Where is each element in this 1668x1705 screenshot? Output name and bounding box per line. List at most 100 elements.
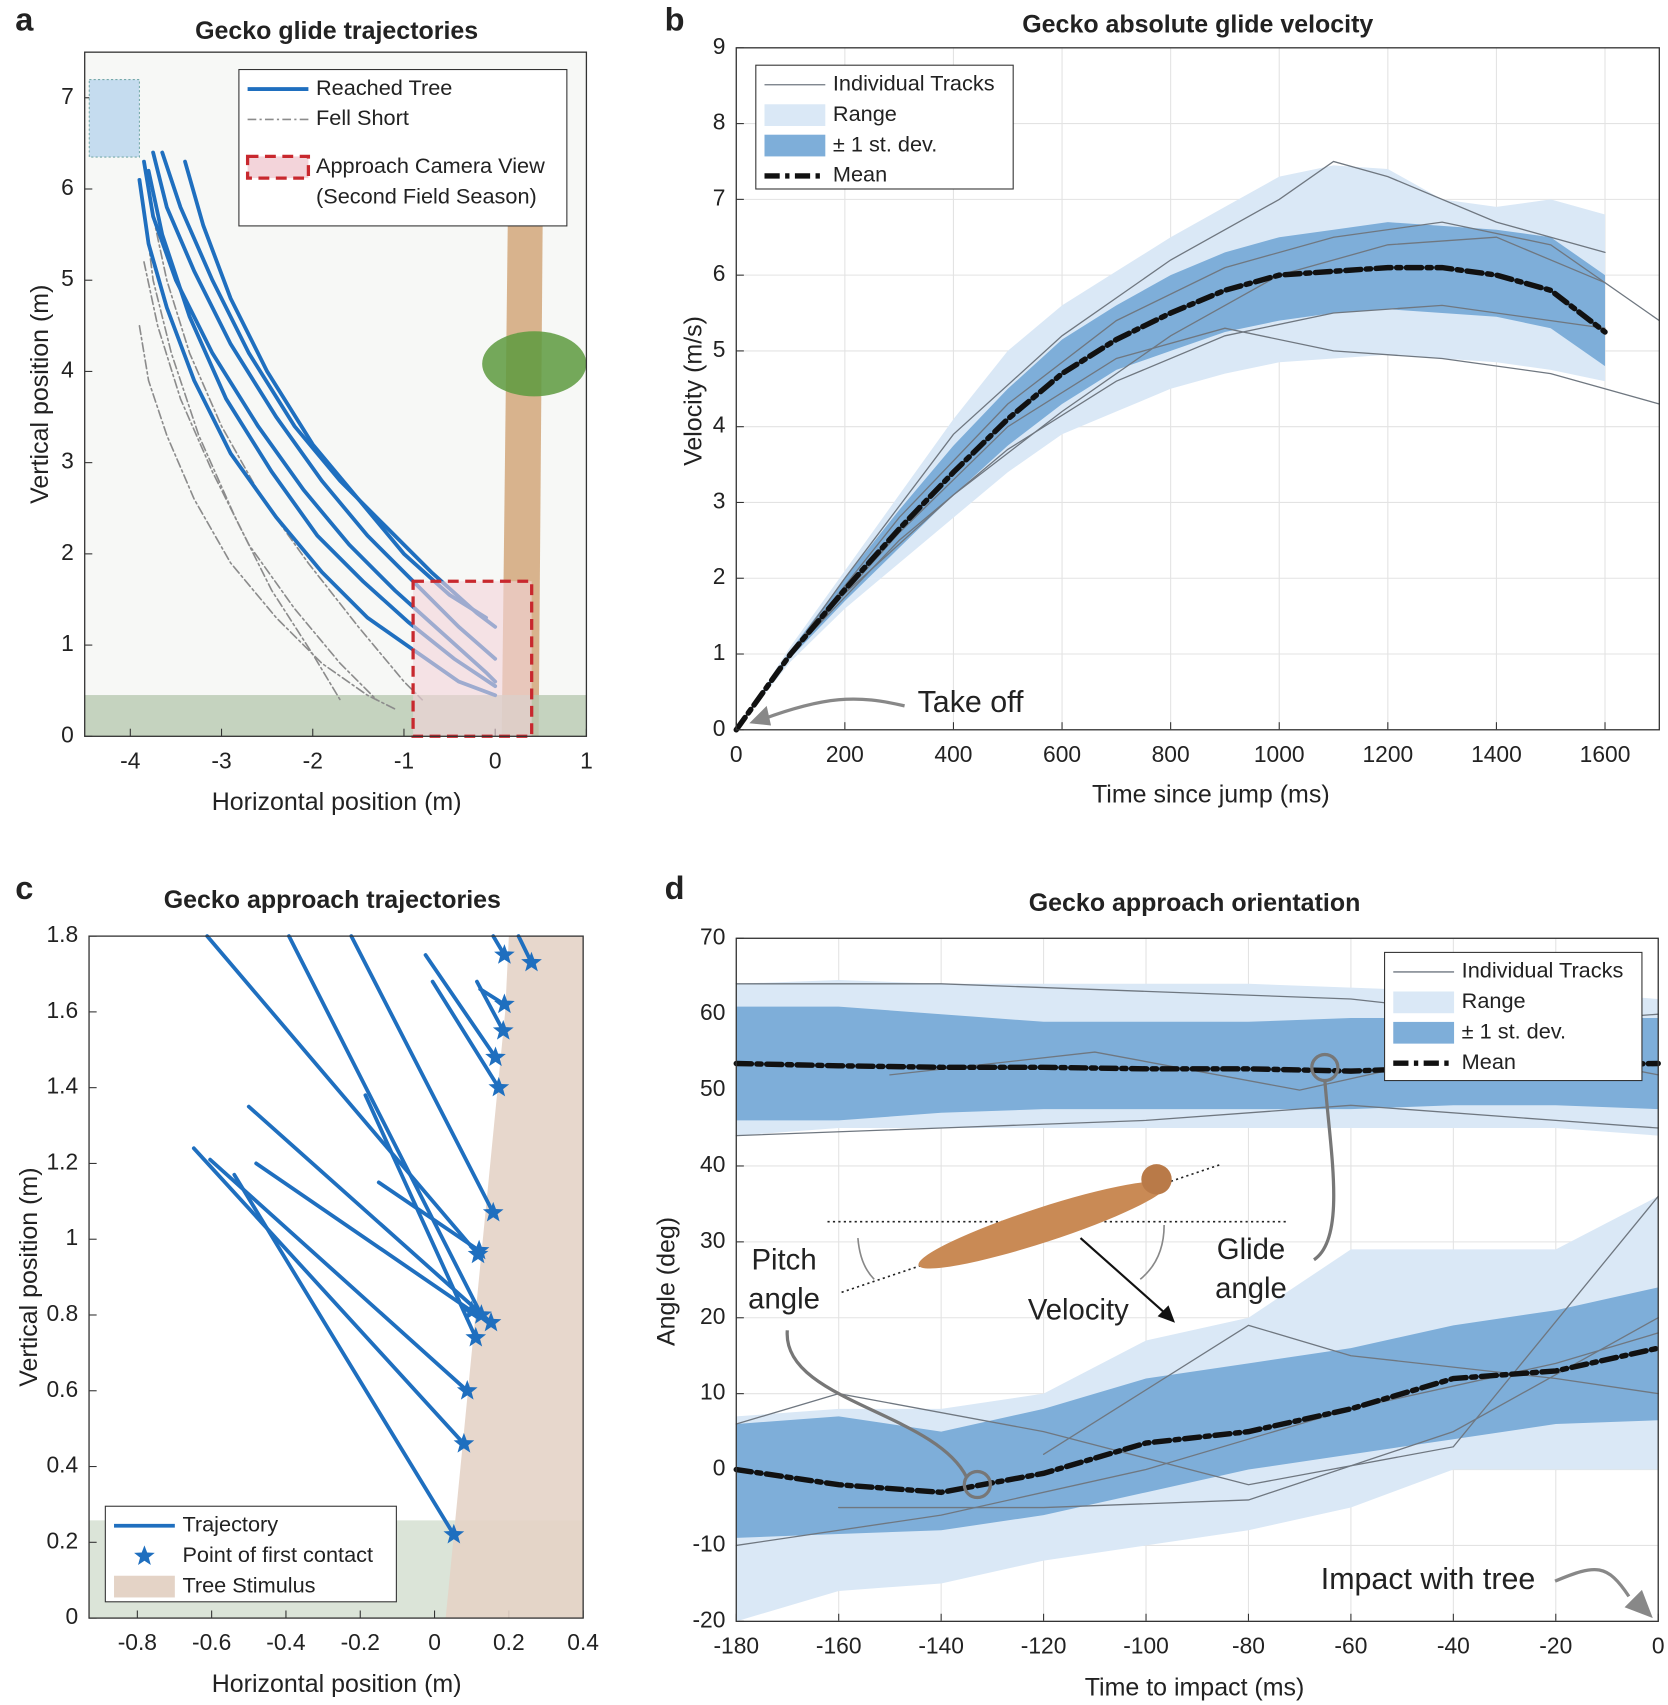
x-tick-label: -1 xyxy=(394,747,414,773)
x-tick-label: 0 xyxy=(428,1629,441,1655)
legend-label: Trajectory xyxy=(182,1512,278,1537)
y-tick-label: 3 xyxy=(713,487,726,513)
gecko-head xyxy=(1141,1164,1172,1195)
contact-star xyxy=(443,1523,465,1544)
y-tick-label: 4 xyxy=(61,356,74,382)
y-tick-label: 0.2 xyxy=(46,1527,78,1553)
x-tick-label: 1000 xyxy=(1254,741,1305,767)
y-tick-label: -10 xyxy=(692,1530,725,1556)
x-tick-label: 1600 xyxy=(1580,741,1631,767)
tree-area xyxy=(445,936,584,1619)
x-tick-label: -140 xyxy=(918,1632,964,1658)
track-line xyxy=(1042,1324,1659,1455)
track-line xyxy=(246,1104,493,1325)
x-tick-label: -40 xyxy=(1437,1632,1470,1658)
gecko xyxy=(918,1181,1167,1269)
y-axis-label: Velocity (m/s) xyxy=(680,316,708,466)
x-tick-label: -0.4 xyxy=(266,1629,306,1655)
x-tick-label: -3 xyxy=(211,747,231,773)
y-tick-label: 4 xyxy=(713,412,726,438)
y-tick-label: 0.8 xyxy=(46,1300,78,1326)
track-line xyxy=(789,327,1660,655)
contact-star xyxy=(468,1239,490,1260)
track-line xyxy=(733,1345,1661,1496)
fern xyxy=(482,331,587,397)
region xyxy=(411,579,534,738)
panel: c Gecko approach trajectories Horizontal p… xyxy=(15,870,599,1698)
y-tick-label: 7 xyxy=(713,184,726,210)
x-axis-label: Horizontal position (m) xyxy=(212,788,462,816)
x-tick-label: -2 xyxy=(303,747,323,773)
annotation: Velocity xyxy=(1028,1294,1129,1327)
legend-label: (Second Field Season) xyxy=(316,183,537,208)
y-tick-label: 0.6 xyxy=(46,1376,78,1402)
panel-label: d xyxy=(665,870,685,906)
y-tick-label: 0 xyxy=(713,715,726,741)
y-tick-label: 60 xyxy=(700,999,725,1025)
x-tick-label: 800 xyxy=(1152,741,1190,767)
track-line xyxy=(191,1146,466,1446)
y-tick-label: 1.4 xyxy=(46,1073,78,1099)
x-axis-label: Horizontal position (m) xyxy=(212,1670,462,1698)
legend-swatch xyxy=(1393,991,1455,1014)
legend-swatch xyxy=(245,154,311,180)
legend-label: Range xyxy=(833,101,897,126)
annotation: Glide xyxy=(1217,1233,1285,1266)
x-tick-label: -0.2 xyxy=(341,1629,380,1655)
chart-title: Gecko absolute glide velocity xyxy=(1022,11,1373,39)
contact-star xyxy=(485,1046,506,1067)
annotation: Take off xyxy=(918,685,1024,719)
legend-swatch xyxy=(134,1545,155,1565)
y-tick-label: 2 xyxy=(713,563,726,589)
panel: b Gecko absolute glide velocity Time since… xyxy=(665,1,1660,809)
legend-box xyxy=(238,68,568,227)
takeoff-arrow xyxy=(754,697,905,724)
contact-star xyxy=(453,1432,475,1453)
x-axis-label: Time to impact (ms) xyxy=(1085,1673,1305,1701)
glide-arc xyxy=(1139,1224,1165,1280)
y-tick-label: 1.8 xyxy=(46,921,78,947)
legend-label: Approach Camera View xyxy=(316,153,545,178)
x-tick-label: 0.2 xyxy=(493,1629,525,1655)
glide-connector xyxy=(1313,1080,1336,1262)
glide-marker xyxy=(1310,1052,1340,1083)
chart-title: Gecko approach orientation xyxy=(1029,889,1361,917)
track-line xyxy=(363,1093,478,1340)
track-line xyxy=(789,304,1606,655)
x-tick-label: 0.4 xyxy=(567,1629,599,1655)
legend-swatch xyxy=(764,134,826,157)
track-line xyxy=(733,264,1608,733)
contact-star xyxy=(482,1201,504,1222)
y-tick-label: 5 xyxy=(713,336,726,362)
track-line xyxy=(735,1332,1659,1547)
x-axis-label: Time since jump (ms) xyxy=(1092,781,1330,809)
y-tick-label: 50 xyxy=(700,1075,725,1101)
x-tick-label: 200 xyxy=(826,741,864,767)
panel: a Gecko glide trajectories Horizontal posi… xyxy=(15,1,593,816)
plot-frame xyxy=(735,937,1659,1622)
y-tick-label: 0 xyxy=(66,1603,79,1629)
track-line xyxy=(232,1172,456,1537)
legend-box xyxy=(1384,951,1643,1082)
y-tick-label: 1.6 xyxy=(46,997,78,1023)
band xyxy=(736,222,1606,730)
y-tick-label: 1 xyxy=(66,1224,79,1250)
y-tick-label: 70 xyxy=(700,923,725,949)
contact-star xyxy=(494,944,515,964)
track-line xyxy=(143,261,378,701)
x-tick-label: 1 xyxy=(580,747,593,773)
contact-star xyxy=(488,1076,510,1097)
y-axis-label: Vertical position (m) xyxy=(15,1167,43,1386)
legend-label: ± 1 st. dev. xyxy=(833,131,937,156)
y-tick-label: 6 xyxy=(61,174,74,200)
marks: a Gecko glide trajectories Horizontal posi… xyxy=(15,1,1665,1701)
track-line xyxy=(208,1157,470,1393)
y-tick-label: 9 xyxy=(713,33,726,59)
track-line xyxy=(423,953,498,1060)
pitch-marker xyxy=(962,1469,993,1500)
y-tick-label: 1 xyxy=(713,639,726,665)
y-tick-label: 40 xyxy=(700,1151,725,1177)
legend-label: Individual Tracks xyxy=(1462,958,1624,983)
